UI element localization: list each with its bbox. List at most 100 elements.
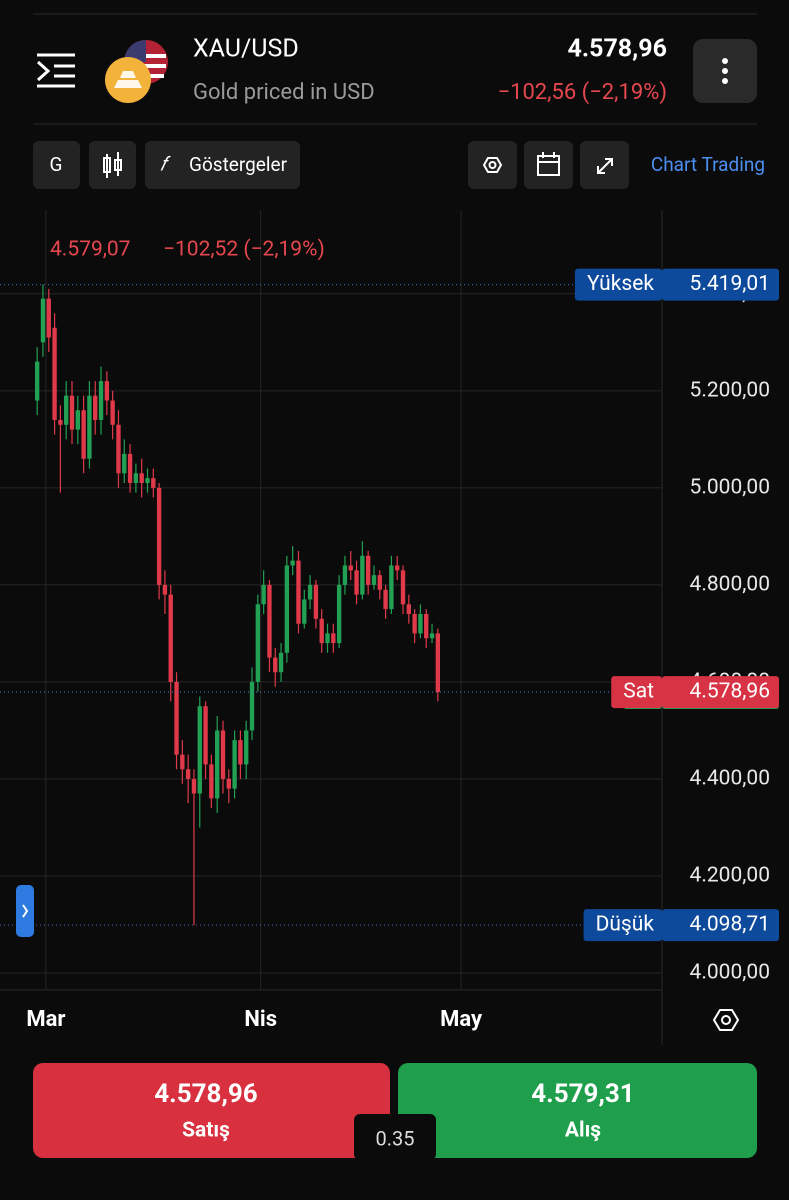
candle-body: [307, 584, 313, 600]
y-tick-label: 4.200,00: [690, 864, 770, 888]
buy-price: 4.579,31: [531, 1079, 634, 1109]
candle-body: [348, 565, 353, 571]
candle-body: [203, 706, 208, 765]
chart-trading[interactable]: Chart Trading: [651, 153, 765, 176]
y-tick-label: 4.000,00: [690, 961, 770, 985]
description: Gold priced in USD: [193, 80, 375, 105]
candle-body: [383, 589, 388, 610]
candle-body: [255, 604, 261, 682]
candle-body: [371, 575, 377, 585]
sell-label: Satış: [182, 1119, 230, 1143]
candle-body: [145, 478, 150, 484]
candle-body: [377, 575, 382, 590]
settings-button[interactable]: [468, 141, 517, 189]
candle-body: [313, 584, 319, 619]
candle-body: [412, 613, 417, 634]
candle-body: [365, 555, 371, 585]
candle-body: [424, 613, 429, 639]
candle-body: [215, 730, 220, 799]
legend-price: 4.579,07: [50, 238, 130, 262]
candle-body: [139, 473, 144, 484]
candle-body: [406, 604, 411, 614]
candle-body: [40, 298, 46, 343]
spread: 0.35: [376, 1126, 415, 1150]
candle-body: [98, 381, 104, 420]
indicators: Göstergeler: [189, 153, 288, 176]
candle-body: [151, 478, 156, 488]
buy-button[interactable]: [398, 1063, 757, 1158]
price-line-badge: [611, 676, 662, 709]
candle-body: [116, 424, 121, 474]
sell-price: 4.578,96: [154, 1079, 258, 1109]
buy-label: Alış: [565, 1119, 601, 1143]
candle-body: [238, 740, 243, 765]
side-panel-toggle[interactable]: [16, 885, 34, 937]
fullscreen-button[interactable]: [580, 141, 629, 189]
candle-body: [395, 565, 400, 571]
candle-body: [278, 652, 284, 673]
candle-body: [284, 565, 290, 653]
price-line-value-badge: [662, 909, 779, 942]
symbol: XAU/USD: [193, 35, 299, 64]
candle-body: [64, 395, 69, 425]
y-tick-label: 5.200,00: [690, 378, 770, 402]
chart-type-button[interactable]: [89, 141, 136, 189]
spread-box: [354, 1114, 436, 1160]
candle-body: [342, 565, 348, 585]
price-line-value: 4.098,71: [690, 913, 770, 937]
candle-body: [435, 633, 441, 693]
candle-body: [122, 453, 127, 474]
interval: G: [50, 153, 63, 176]
candle-body: [93, 395, 98, 420]
x-tick-label: May: [440, 1007, 483, 1032]
price-line-value-badge: [662, 676, 779, 709]
candle-body: [110, 400, 115, 425]
candle-body: [418, 613, 423, 634]
candle-body: [244, 730, 249, 765]
candle-body: [429, 633, 435, 639]
toggle-arrow: [22, 904, 29, 918]
calendar-icon: [537, 152, 560, 176]
candle-icon: [103, 152, 122, 178]
price-line-value-badge: [662, 268, 779, 301]
candle-body: [336, 584, 342, 644]
price-line-label: Düşük: [596, 913, 655, 937]
candle-body: [331, 633, 336, 644]
candle-body: [273, 657, 278, 673]
candle-body: [319, 618, 324, 644]
hex-dot: [488, 161, 497, 169]
candle-body: [162, 584, 168, 595]
candle-body: [400, 570, 406, 605]
candle-body: [302, 599, 307, 624]
candle-body: [75, 410, 80, 430]
candle-body: [133, 473, 139, 484]
calendar-button[interactable]: [524, 141, 573, 189]
candle-body: [209, 764, 214, 799]
more-icon: [722, 58, 728, 84]
change: −102,56 (−2,19%): [498, 80, 668, 105]
candle-body: [290, 560, 295, 566]
price-line-value: 4.578,96: [690, 680, 770, 704]
candle-body: [249, 681, 255, 731]
x-tick-label: Mar: [26, 1007, 65, 1032]
hex-icon: [482, 157, 503, 173]
candle-body: [232, 740, 237, 789]
interval-button[interactable]: [33, 141, 80, 189]
candle-body: [261, 584, 266, 605]
axis-settings[interactable]: [712, 1009, 740, 1031]
fx-icon: 𝑓: [160, 151, 171, 175]
candle-body: [87, 395, 92, 459]
candle-body: [267, 584, 272, 658]
menu-icon[interactable]: [36, 53, 75, 88]
candle-body: [168, 594, 173, 682]
sell-button[interactable]: [33, 1063, 390, 1158]
candle-body: [185, 769, 191, 779]
candle-body: [46, 298, 51, 338]
candle-body: [58, 419, 63, 425]
expand-icon: [597, 158, 613, 174]
indicators-button[interactable]: [145, 141, 300, 189]
candle-body: [197, 706, 202, 794]
